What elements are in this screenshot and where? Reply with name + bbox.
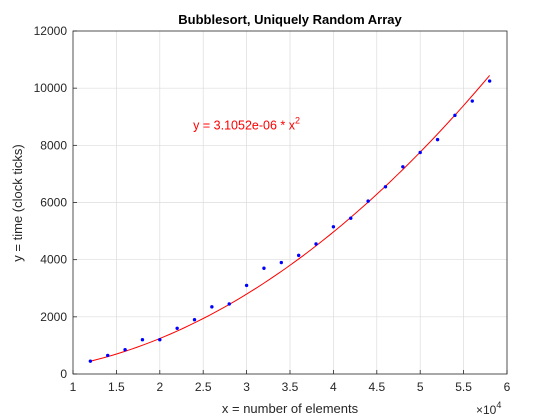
data-point: [418, 150, 422, 155]
x-tick-label: 3: [243, 380, 250, 394]
y-tick-label: 4000: [40, 253, 67, 267]
x-tick-label: 2.5: [195, 380, 212, 394]
y-tick-label: 0: [60, 367, 67, 381]
x-tick-label: 5: [417, 380, 424, 394]
data-point: [383, 185, 388, 189]
y-tick-label: 6000: [40, 196, 67, 210]
data-point: [88, 359, 93, 363]
data-point: [401, 165, 405, 169]
data-point: [487, 79, 492, 83]
x-tick-label: 4: [330, 380, 337, 394]
y-tick-label: 2000: [40, 310, 67, 324]
x-tick-label: 2: [156, 380, 163, 394]
data-point: [244, 283, 249, 288]
fit-curve-group: [90, 75, 491, 362]
fit-equation-annotation: y = 3.1052e-06 * x2: [193, 115, 300, 132]
data-point: [453, 113, 457, 118]
data-point: [140, 338, 145, 342]
x-tick-label: 1: [70, 380, 77, 394]
x-exponent-power: 4: [496, 400, 501, 410]
data-point: [296, 253, 301, 258]
x-tick-label: 4.5: [368, 380, 385, 394]
data-point: [349, 216, 353, 220]
y-axis: 0 2000 4000 6000 8000 10000 12000: [34, 24, 77, 381]
data-point: [192, 317, 197, 322]
x-tick-label: 5.5: [455, 380, 472, 394]
grid: [73, 31, 507, 374]
data-point: [227, 302, 231, 306]
y-tick-label: 10000: [34, 81, 68, 95]
x-axis-label: x = number of elements: [222, 401, 359, 416]
data-point: [158, 338, 162, 342]
data-point: [470, 99, 474, 103]
data-point: [210, 305, 214, 309]
x-exponent-label: ×104: [476, 400, 501, 417]
data-point: [123, 348, 127, 352]
data-point: [435, 137, 440, 142]
y-tick-label: 8000: [40, 138, 67, 152]
data-point: [279, 260, 284, 265]
data-point: [262, 266, 266, 270]
fit-equation-text: y = 3.1052e-06 * x: [193, 118, 296, 132]
data-point: [175, 326, 179, 330]
data-point: [106, 353, 110, 358]
data-point: [366, 199, 370, 203]
x-tick-label: 3.5: [282, 380, 299, 394]
fit-equation-superscript: 2: [295, 115, 300, 125]
x-tick-label: 1.5: [108, 380, 125, 394]
y-axis-label: y = time (clock ticks): [10, 144, 25, 261]
y-tick-label: 12000: [34, 24, 68, 38]
data-point: [314, 242, 318, 246]
data-point: [331, 225, 336, 229]
x-axis: 1 1.5 2 2.5 3 3.5 4 4.5 5 5.5 6: [70, 370, 511, 394]
scatter-points: [88, 79, 492, 363]
fit-curve-line: [90, 75, 491, 362]
x-exponent-base: ×10: [476, 403, 497, 417]
chart-title: Bubblesort, Uniquely Random Array: [178, 12, 402, 27]
x-tick-label: 6: [504, 380, 511, 394]
